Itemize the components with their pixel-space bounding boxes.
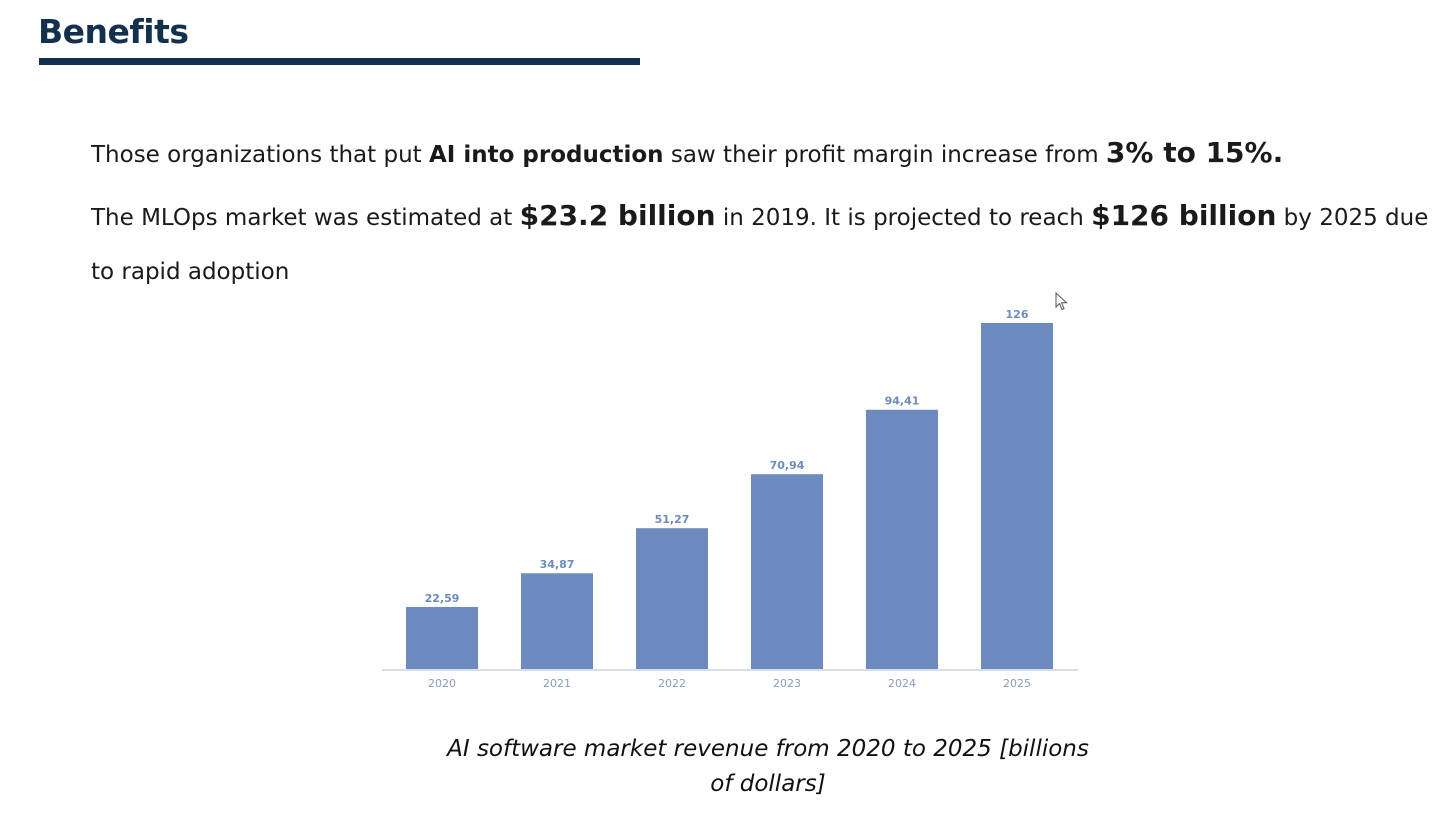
bar-2025 (981, 323, 1053, 669)
para2-text-d: to rapid adoption (91, 259, 290, 285)
para1-text-b: saw their profit margin increase from (663, 142, 1106, 168)
bar-2024 (866, 409, 938, 669)
caption-line-1: AI software market revenue from 2020 to … (447, 736, 1089, 762)
revenue-bar-chart: 22,59 2020 34,87 2021 51,27 2022 70,94 2023 94,4… (382, 308, 1078, 690)
para1-text-a: Those organizations that put (91, 142, 429, 168)
para1-bold-phrase: AI into production (428, 142, 664, 168)
x-tick-label-2023: 2023 (773, 677, 801, 690)
para2-text-a: The MLOps market was estimated at (91, 205, 520, 231)
x-tick-label-2020: 2020 (428, 677, 456, 690)
para2-highlight-2019: $23.2 billion (519, 199, 716, 232)
slide-title: Benefits (38, 12, 189, 51)
para1-highlight: 3% to 15%. (1105, 136, 1284, 169)
para2-text-c: by 2025 due (1276, 205, 1429, 231)
x-tick-label-2024: 2024 (888, 677, 916, 690)
profit-margin-paragraph: Those organizations that put AI into pro… (91, 125, 1283, 183)
title-underline (39, 58, 640, 65)
bar-2023 (751, 474, 823, 669)
para2-highlight-2025: $126 billion (1091, 199, 1277, 232)
para2-text-b: in 2019. It is projected to reach (715, 205, 1092, 231)
caption-line-2: of dollars] (710, 771, 826, 797)
bars-layer (406, 323, 1053, 669)
x-tick-label-2025: 2025 (1003, 677, 1031, 690)
mlops-market-paragraph: The MLOps market was estimated at $23.2 … (91, 188, 1428, 246)
data-label-2025: 126 (1006, 308, 1029, 321)
data-label-2022: 51,27 (655, 513, 690, 526)
mouse-pointer-icon (1055, 292, 1068, 311)
bar-2022 (636, 528, 708, 669)
bar-2020 (406, 606, 478, 669)
data-label-2023: 70,94 (770, 459, 805, 472)
data-label-2024: 94,41 (885, 395, 920, 408)
data-label-2020: 22,59 (425, 592, 460, 605)
labels-layer: 22,59 2020 34,87 2021 51,27 2022 70,94 2023 94,4… (425, 308, 1031, 690)
x-tick-label-2022: 2022 (658, 677, 686, 690)
x-tick-label-2021: 2021 (543, 677, 571, 690)
mlops-market-paragraph-continued: to rapid adoption (91, 244, 289, 300)
chart-caption: AI software market revenue from 2020 to … (418, 732, 1118, 802)
data-label-2021: 34,87 (540, 558, 575, 571)
bar-2021 (521, 573, 593, 669)
